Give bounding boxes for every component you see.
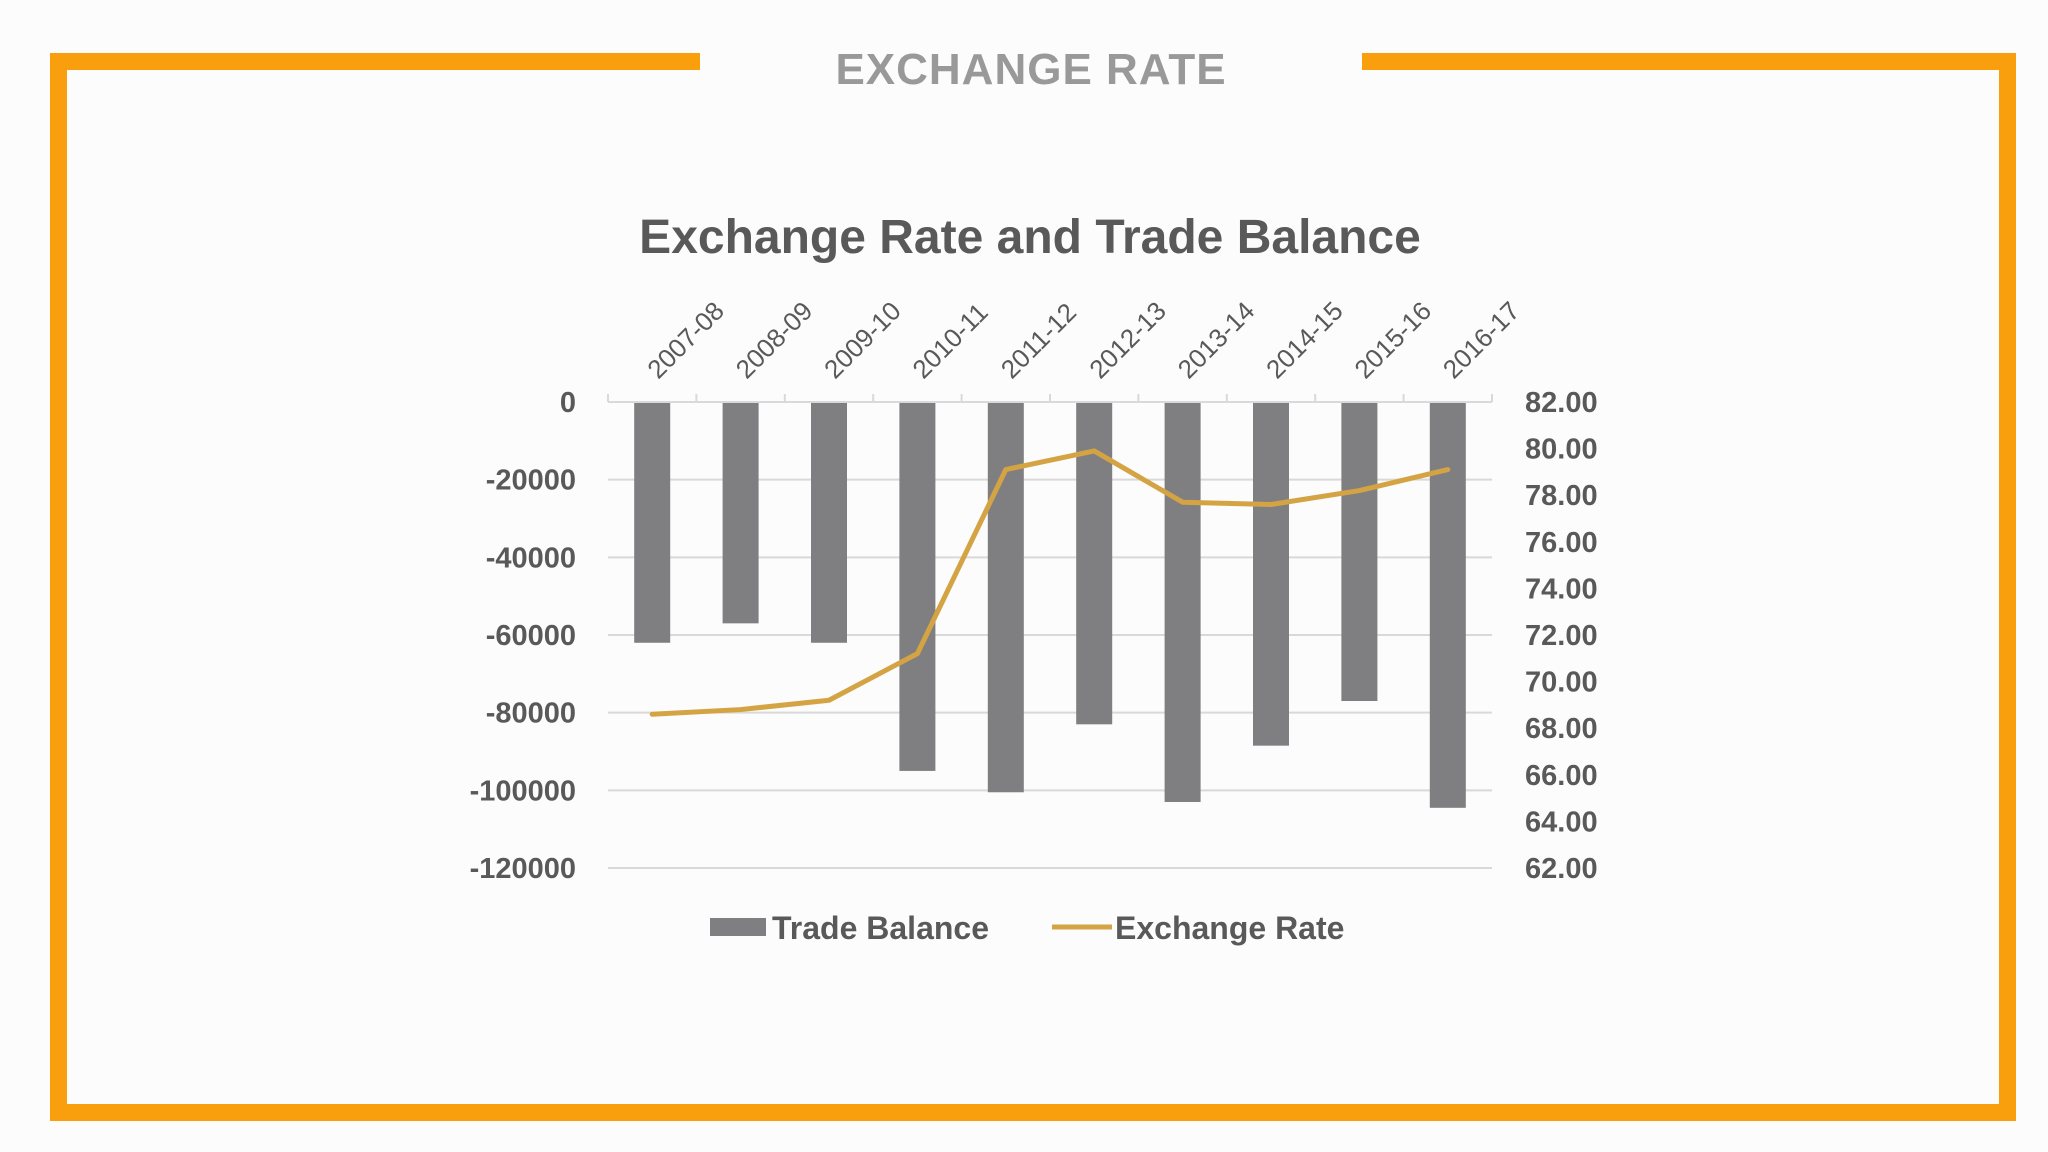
line-point-exchange-rate (1446, 468, 1449, 471)
line-point-exchange-rate (828, 699, 830, 702)
line-point-exchange-rate (1093, 449, 1096, 452)
series-line-exchange-rate (649, 448, 1451, 717)
slide-frame (50, 53, 2016, 1121)
y-left-tick-label: -40000 (486, 542, 576, 574)
y-right-tick-label: 64.00 (1525, 806, 1598, 838)
x-category-label: 2007-08 (641, 296, 730, 385)
y-right-tick-label: 78.00 (1525, 480, 1598, 512)
bars (634, 402, 1466, 808)
x-category-label: 2009-10 (818, 296, 907, 385)
y-right-tick-label: 76.00 (1525, 527, 1598, 559)
y-right-tick-label: 62.00 (1525, 853, 1598, 885)
y-left-tick-label: -20000 (486, 465, 576, 497)
title-gap (700, 40, 1362, 80)
y-right-tick-label: 82.00 (1525, 387, 1598, 419)
legend-swatch-trade-balance (710, 918, 766, 936)
line-point-exchange-rate (651, 713, 654, 716)
y-right-tick-label: 74.00 (1525, 573, 1598, 605)
x-category-label: 2011-12 (995, 297, 1082, 384)
bar-trade-balance (987, 402, 1024, 793)
bar-trade-balance (811, 402, 847, 643)
x-category-label: 2010-11 (906, 297, 993, 384)
line-point-exchange-rate (1181, 501, 1184, 504)
line-point-exchange-rate (1270, 503, 1272, 506)
bar-trade-balance (1341, 402, 1378, 702)
line-point-exchange-rate (1358, 489, 1361, 492)
line-point-exchange-rate (916, 652, 919, 655)
bar-trade-balance (722, 402, 759, 624)
y-right-tick-label: 66.00 (1525, 760, 1598, 792)
y-right-tick-label: 80.00 (1525, 434, 1598, 466)
y-left-tick-label: -80000 (486, 698, 576, 730)
x-category-label: 2008-09 (730, 296, 819, 385)
bar-trade-balance (634, 402, 671, 643)
y-left-tick-label: -100000 (470, 775, 576, 807)
bar-trade-balance (1164, 402, 1201, 802)
line-point-exchange-rate (1004, 468, 1007, 471)
y-right-tick-label: 68.00 (1525, 713, 1598, 745)
x-category-label: 2014-15 (1260, 296, 1349, 385)
x-category-label: 2015-16 (1348, 296, 1437, 385)
legend: Trade Balance Exchange Rate (710, 910, 1344, 946)
y-right-tick-label: 70.00 (1525, 667, 1598, 699)
bar-trade-balance (1429, 402, 1466, 808)
x-category-label: 2016-17 (1437, 296, 1526, 385)
bar-trade-balance (899, 402, 936, 771)
line-point-exchange-rate (739, 708, 742, 711)
bar-trade-balance (1253, 402, 1289, 746)
legend-label-trade-balance: Trade Balance (772, 910, 989, 946)
exchange-rate-line (649, 448, 1451, 717)
x-category-label: 2013-14 (1172, 296, 1261, 385)
y-left-tick-label: 0 (560, 387, 576, 419)
legend-label-exchange-rate: Exchange Rate (1115, 910, 1344, 946)
chart-title: Exchange Rate and Trade Balance (639, 211, 1421, 264)
x-category-label: 2012-13 (1083, 296, 1172, 385)
y-left-tick-label: -60000 (486, 620, 576, 652)
y-right-tick-label: 72.00 (1525, 620, 1598, 652)
y-left-tick-label: -120000 (470, 853, 576, 885)
page-title: EXCHANGE RATE (835, 45, 1227, 94)
